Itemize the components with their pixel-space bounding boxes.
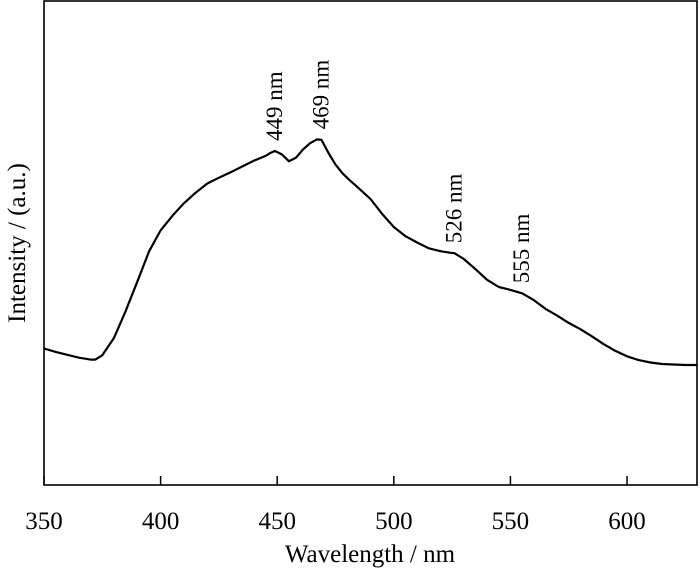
x-tick-label-450: 450 [258, 508, 296, 535]
plot-frame [43, 0, 698, 486]
peak-annotations: 449 nm 469 nm 526 nm 555 nm [262, 60, 534, 284]
x-tick-label-500: 500 [375, 508, 413, 535]
x-tick-label-600: 600 [608, 508, 646, 535]
y-axis-title: Intensity / (a.u.) [4, 163, 31, 323]
x-tick-label-550: 550 [492, 508, 530, 535]
x-tick-label-350: 350 [25, 508, 63, 535]
annotation-469nm: 469 nm [309, 60, 334, 130]
spectrum-line [43, 138, 697, 367]
x-tick-label-400: 400 [142, 508, 180, 535]
x-ticks [43, 476, 628, 485]
annotation-449nm: 449 nm [262, 71, 287, 141]
annotation-555nm: 555 nm [509, 214, 534, 284]
annotation-526nm: 526 nm [442, 173, 467, 243]
x-axis-title: Wavelength / nm [285, 541, 456, 568]
x-tick-labels: 350 400 450 500 550 600 [25, 508, 646, 535]
